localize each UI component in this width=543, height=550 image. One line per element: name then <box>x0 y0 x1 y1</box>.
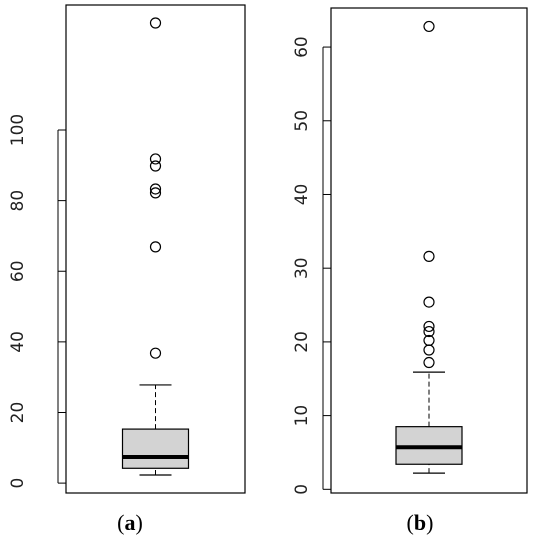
caption-part: b <box>414 510 426 535</box>
y-tick-label: 20 <box>292 331 312 353</box>
plot-frame <box>330 7 528 494</box>
caption: (b) <box>407 510 434 535</box>
outlier <box>149 17 162 29</box>
outlier <box>149 347 162 359</box>
outlier <box>423 356 435 369</box>
y-tick-label: 60 <box>292 36 312 58</box>
caption-part: ( <box>407 510 414 535</box>
plot-frame <box>65 4 246 494</box>
caption-part: ( <box>117 510 124 535</box>
y-tick-label: 30 <box>292 257 312 279</box>
y-tick-label: 80 <box>8 190 28 212</box>
box <box>121 428 190 469</box>
outlier <box>149 241 162 253</box>
outlier <box>423 250 435 262</box>
y-tick-label: 10 <box>292 405 312 427</box>
outlier <box>149 153 162 165</box>
y-tick-label: 50 <box>292 110 312 132</box>
y-tick-label: 60 <box>8 260 28 282</box>
outlier <box>423 344 435 356</box>
y-tick-label: 20 <box>8 402 28 424</box>
outlier <box>423 325 435 338</box>
outlier <box>423 296 435 308</box>
caption-part: ) <box>136 510 143 535</box>
outlier <box>149 187 162 199</box>
outlier <box>423 320 435 333</box>
y-tick-label: 40 <box>8 331 28 353</box>
y-tick-label: 0 <box>292 484 312 495</box>
outlier <box>149 183 162 195</box>
y-tick-label: 0 <box>8 478 28 489</box>
caption-part: a <box>125 510 136 535</box>
caption: (a) <box>117 510 143 535</box>
caption-part: ) <box>426 510 433 535</box>
y-tick-label: 40 <box>292 184 312 206</box>
y-tick-label: 100 <box>8 114 28 146</box>
outlier <box>423 20 435 33</box>
outlier <box>149 160 162 172</box>
